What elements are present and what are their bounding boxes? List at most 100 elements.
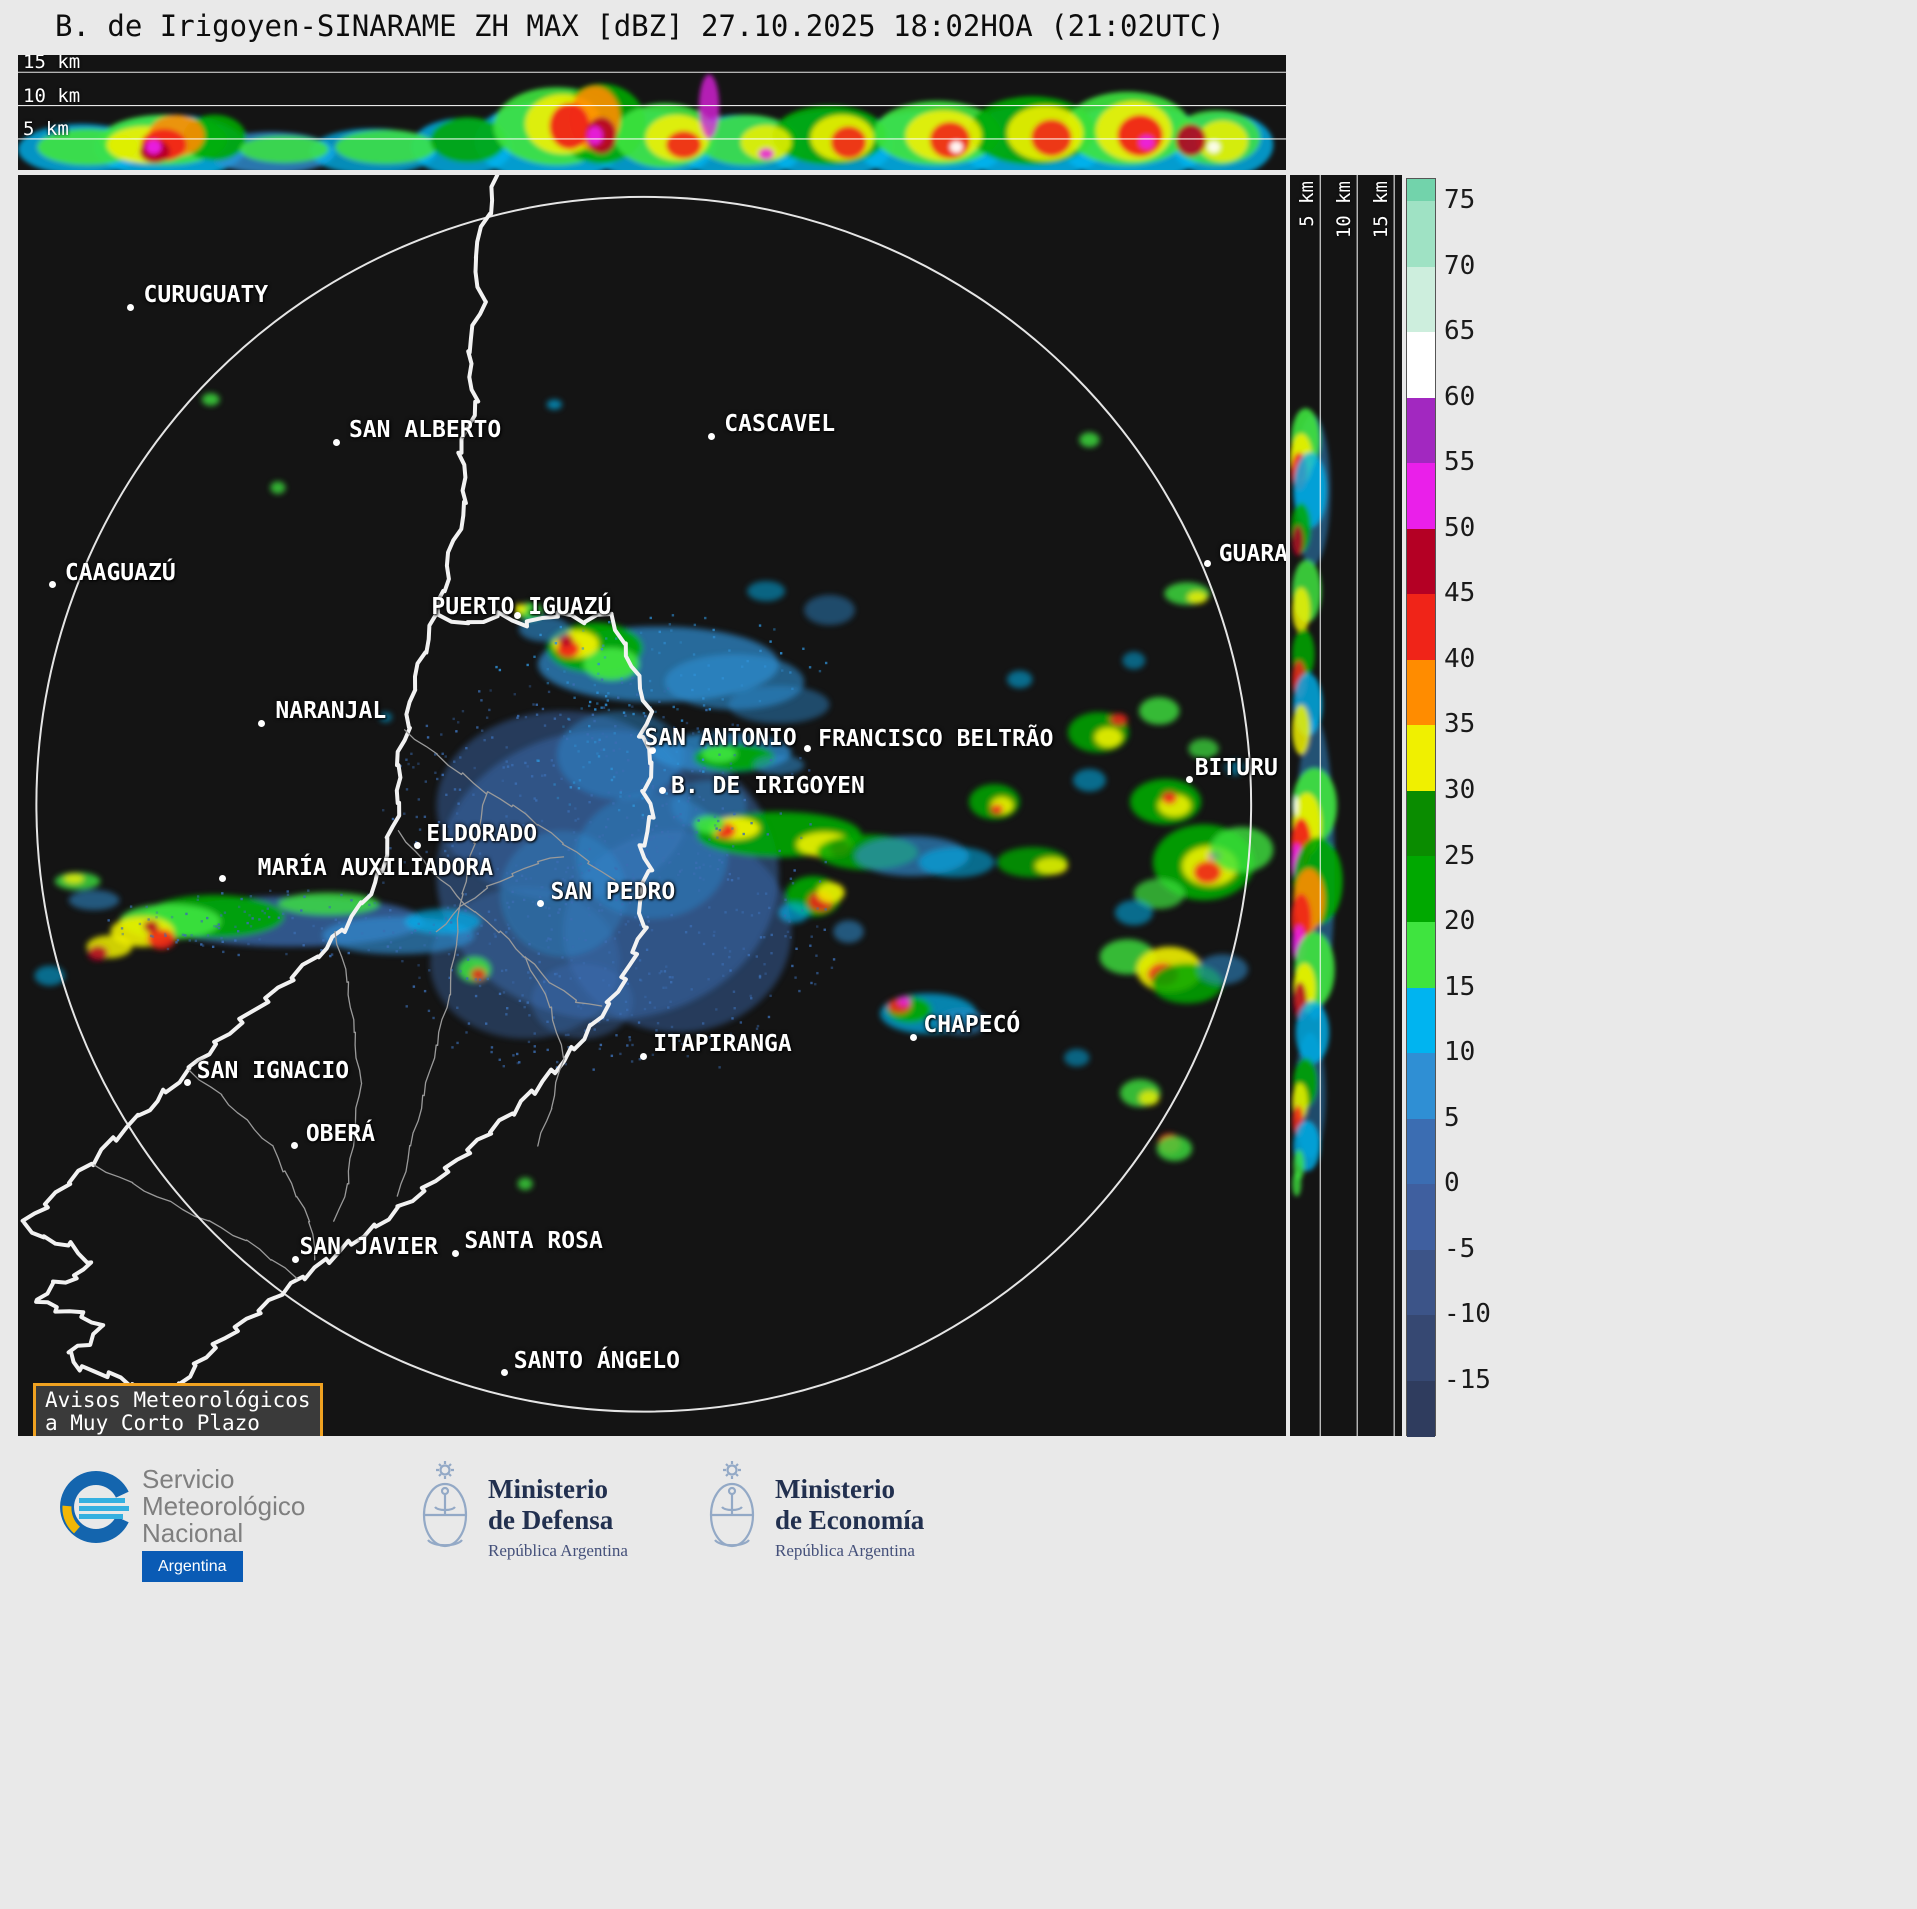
colorbar-tick-label: 50 xyxy=(1444,512,1476,543)
colorbar-tick-label: 40 xyxy=(1444,643,1476,674)
city-dot xyxy=(536,900,544,908)
defensa-crest-icon xyxy=(422,1461,468,1548)
economia-crest-icon xyxy=(709,1461,755,1548)
city-label: CURUGUATY xyxy=(143,282,269,309)
warning-banner: Avisos Meteorológicos a Muy Corto Plazo xyxy=(33,1383,323,1436)
city-label: ITAPIRANGA xyxy=(653,1031,792,1058)
colorbar-band xyxy=(1407,790,1435,857)
department-border-line xyxy=(524,956,566,1147)
colorbar-tick-label: 0 xyxy=(1444,1168,1460,1199)
colorbar-band xyxy=(1407,463,1435,529)
city-dot xyxy=(909,1034,917,1042)
altitude-label: 10 km xyxy=(1333,181,1356,239)
city-label: SAN ALBERTO xyxy=(348,417,502,444)
city-dot xyxy=(648,746,656,754)
city-label: SANTO ÁNGELO xyxy=(513,1347,680,1374)
city-label: SANTA ROSA xyxy=(464,1227,603,1254)
department-border-line xyxy=(396,792,488,1197)
colorbar-labels: 75 70 65 60 55 50 45 40 35 30 25 20 15 10 5 0 -5 -10 -15 xyxy=(1444,178,1514,1436)
city-dot xyxy=(218,875,226,883)
economia-line1: Ministerio xyxy=(775,1474,895,1504)
river-border-line xyxy=(435,175,500,617)
city-dot xyxy=(658,786,666,794)
colorbar-tick-label: 35 xyxy=(1444,709,1476,740)
colorbar-tick-label: 15 xyxy=(1444,971,1476,1002)
warning-banner-line1: Avisos Meteorológicos xyxy=(45,1388,311,1412)
city-dot xyxy=(639,1052,647,1060)
altitude-label: 15 km xyxy=(23,55,81,74)
colorbar-band xyxy=(1407,922,1435,988)
economia-sub: República Argentina xyxy=(775,1541,915,1560)
department-border-line xyxy=(188,1069,316,1261)
city-label: B. DE IRIGOYEN xyxy=(671,772,865,799)
city-label: BITURU xyxy=(1194,755,1278,782)
colorbar-band xyxy=(1407,332,1435,398)
city-label: CASCAVEL xyxy=(724,410,836,437)
defensa-wordmark: Ministerio de Defensa República Argentin… xyxy=(488,1474,628,1561)
economia-wordmark: Ministerio de Economía República Argenti… xyxy=(775,1474,924,1561)
map-borders-layer xyxy=(20,175,656,1433)
colorbar-band xyxy=(1407,397,1435,464)
city-label: SAN JAVIER xyxy=(299,1234,438,1261)
cross-section-top-echoes xyxy=(18,71,1286,170)
city-dot xyxy=(514,611,522,619)
city-dot xyxy=(804,745,812,753)
department-border-line xyxy=(435,856,565,933)
city-dot xyxy=(451,1249,459,1257)
altitude-label: 15 km xyxy=(1370,181,1393,239)
colorbar-tick-label: 25 xyxy=(1444,840,1476,871)
dbz-colorbar: 75 70 65 60 55 50 45 40 35 30 25 20 15 10 5 0 -5 -10 -15 xyxy=(1406,178,1516,1437)
defensa-sub: República Argentina xyxy=(488,1541,628,1560)
department-border-line xyxy=(333,930,363,1222)
colorbar-strip xyxy=(1406,178,1436,1437)
altitude-label: 10 km xyxy=(23,84,81,107)
colorbar-tick-label: 20 xyxy=(1444,906,1476,937)
cross-section-right-echoes xyxy=(1290,175,1395,1436)
city-label: FRANCISCO BELTRÃO xyxy=(818,726,1054,753)
colorbar-band xyxy=(1407,659,1435,726)
department-border-line xyxy=(93,1164,298,1280)
colorbar-band xyxy=(1407,1315,1435,1381)
city-label: MARÍA AUXILIADORA xyxy=(257,854,494,881)
department-border-line xyxy=(404,729,616,881)
colorbar-tick-label: 75 xyxy=(1444,185,1476,215)
city-label: CAAGUAZÚ xyxy=(64,559,176,586)
smn-line2: Meteorológico xyxy=(142,1491,306,1521)
colorbar-tick-label: 70 xyxy=(1444,250,1476,281)
city-dot xyxy=(184,1079,192,1087)
city-dot xyxy=(290,1142,298,1150)
city-dot xyxy=(257,720,265,728)
smn-country-badge: Argentina xyxy=(142,1551,243,1582)
warning-banner-line2: a Muy Corto Plazo xyxy=(45,1411,260,1435)
colorbar-band xyxy=(1407,594,1435,660)
colorbar-band xyxy=(1407,725,1435,791)
colorbar-tick-label: -10 xyxy=(1444,1299,1491,1330)
city-dot xyxy=(332,438,340,446)
colorbar-tick-label: 65 xyxy=(1444,316,1476,347)
colorbar-band xyxy=(1407,201,1435,267)
radar-map-echoes xyxy=(20,175,1274,1433)
colorbar-band xyxy=(1407,1053,1435,1119)
colorbar-band xyxy=(1407,987,1435,1054)
city-dot xyxy=(127,303,135,311)
city-label: CHAPECÓ xyxy=(923,1012,1021,1039)
altitude-label: 5 km xyxy=(23,117,69,140)
smn-logo xyxy=(60,1471,129,1543)
colorbar-band xyxy=(1407,266,1435,333)
cross-section-right-panel: 5 km 10 km 15 km xyxy=(1290,175,1402,1436)
city-dot xyxy=(1186,775,1194,783)
department-border-line xyxy=(397,830,603,1007)
colorbar-tick-label: -5 xyxy=(1444,1233,1476,1264)
colorbar-tick-label: 5 xyxy=(1444,1102,1460,1133)
river-border-line xyxy=(434,610,614,629)
defensa-line2: de Defensa xyxy=(488,1505,614,1535)
smn-wordmark: Servicio Meteorológico Nacional Argentin… xyxy=(142,1466,305,1582)
city-dot xyxy=(1203,559,1211,567)
radar-range-circle xyxy=(35,195,1253,1413)
product-title: B. de Irigoyen-SINARAME ZH MAX [dBZ] 27.… xyxy=(55,9,1225,43)
radar-map-panel: CURUGUATY SAN ALBERTO CASCAVEL CAAGUAZÚ PUER… xyxy=(18,175,1286,1436)
city-dot xyxy=(501,1369,509,1377)
city-label: GUARA xyxy=(1218,540,1286,567)
altitude-label: 5 km xyxy=(1296,181,1319,227)
